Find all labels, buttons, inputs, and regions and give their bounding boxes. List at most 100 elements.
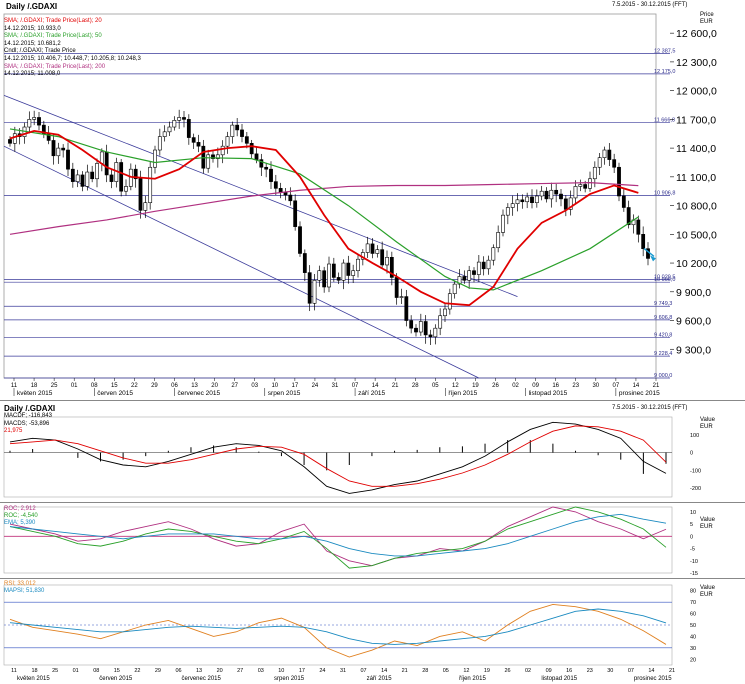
candle-body[interactable] <box>211 154 215 159</box>
candle-body[interactable] <box>196 142 201 147</box>
candle-body[interactable] <box>510 203 515 208</box>
roc-chart-svg[interactable]: 10 5 0 -5 -10 -15 <box>0 503 745 577</box>
candle-body[interactable] <box>288 194 293 202</box>
candle-body[interactable] <box>462 276 467 281</box>
rsi-chart-svg[interactable]: 80 70 60 50 40 30 20 11 18 25 01 08 15 22 29 06 13 20 27 03… <box>0 579 745 684</box>
candle-body[interactable] <box>496 232 501 249</box>
candle-body[interactable] <box>148 166 153 204</box>
candle-body[interactable] <box>249 143 254 155</box>
candle-body[interactable] <box>433 327 438 338</box>
candle-body[interactable] <box>341 262 346 281</box>
candle-body[interactable] <box>75 174 80 182</box>
candle-body[interactable] <box>447 293 452 310</box>
candle-body[interactable] <box>520 199 525 203</box>
candle-body[interactable] <box>215 154 220 159</box>
candle-body[interactable] <box>568 197 573 210</box>
candle-body[interactable] <box>225 136 230 147</box>
candle-body[interactable] <box>12 133 17 144</box>
candle-body[interactable] <box>133 168 138 180</box>
candle-body[interactable] <box>385 257 389 266</box>
candle-body[interactable] <box>414 327 418 333</box>
candle-body[interactable] <box>331 263 336 278</box>
candle-body[interactable] <box>452 283 457 295</box>
candle-body[interactable] <box>423 321 428 336</box>
candle-body[interactable] <box>177 117 182 121</box>
rsi-line[interactable] <box>9 603 667 658</box>
candle-body[interactable] <box>61 147 66 151</box>
candle-body[interactable] <box>99 151 104 164</box>
candle-body[interactable] <box>240 129 244 137</box>
candle-body[interactable] <box>37 117 41 126</box>
candle-body[interactable] <box>602 149 607 158</box>
candle-body[interactable] <box>119 162 124 192</box>
candle-body[interactable] <box>157 136 162 151</box>
candle-body[interactable] <box>327 263 331 288</box>
candle-body[interactable] <box>109 174 114 182</box>
candle-body[interactable] <box>578 184 583 187</box>
candle-body[interactable] <box>356 258 360 272</box>
candle-body[interactable] <box>293 200 298 227</box>
candle-body[interactable] <box>636 219 641 235</box>
candle-body[interactable] <box>172 120 177 128</box>
candle-body[interactable] <box>438 315 443 329</box>
candle-body[interactable] <box>641 234 646 249</box>
candle-body[interactable] <box>375 249 380 254</box>
candle-body[interactable] <box>607 149 612 160</box>
candle-body[interactable] <box>124 186 128 192</box>
candle-body[interactable] <box>336 277 341 281</box>
candle-body[interactable] <box>307 272 312 304</box>
candle-body[interactable] <box>380 249 385 266</box>
candle-body[interactable] <box>186 119 191 138</box>
candle-body[interactable] <box>322 270 327 288</box>
candle-body[interactable] <box>389 257 394 278</box>
candle-body[interactable] <box>539 190 544 197</box>
candle-body[interactable] <box>583 184 588 189</box>
candle-body[interactable] <box>143 202 148 211</box>
candle-body[interactable] <box>418 321 423 333</box>
macdf-line[interactable] <box>9 421 667 494</box>
candle-body[interactable] <box>346 262 351 276</box>
candle-body[interactable] <box>230 124 235 137</box>
candle-body[interactable] <box>515 199 520 204</box>
candle-body[interactable] <box>312 279 317 304</box>
candle-body[interactable] <box>370 243 375 254</box>
roc-line[interactable] <box>9 506 667 567</box>
candle-body[interactable] <box>80 174 85 187</box>
candle-body[interactable] <box>70 168 75 182</box>
candle-body[interactable] <box>559 193 563 200</box>
candle-body[interactable] <box>66 149 70 170</box>
sma200-line[interactable] <box>9 181 639 235</box>
candle-body[interactable] <box>182 117 186 120</box>
candle-body[interactable] <box>104 151 109 176</box>
candle-body[interactable] <box>351 270 356 276</box>
candle-body[interactable] <box>56 147 61 157</box>
mapsi-line[interactable] <box>9 608 667 645</box>
candle-body[interactable] <box>525 196 530 203</box>
candle-body[interactable] <box>85 171 90 187</box>
candle-body[interactable] <box>486 259 491 270</box>
candle-body[interactable] <box>409 320 414 329</box>
candle-body[interactable] <box>8 139 12 144</box>
candle-body[interactable] <box>302 253 307 273</box>
candle-body[interactable] <box>365 243 370 253</box>
candle-body[interactable] <box>467 270 472 281</box>
candle-body[interactable] <box>597 157 602 168</box>
candle-body[interactable] <box>273 181 278 189</box>
candle-body[interactable] <box>491 247 496 261</box>
ema-line[interactable] <box>9 513 667 557</box>
roc-line[interactable] <box>9 506 667 569</box>
candle-body[interactable] <box>394 277 399 298</box>
candle-body[interactable] <box>220 145 225 156</box>
candle-body[interactable] <box>481 261 486 270</box>
candle-body[interactable] <box>191 137 196 143</box>
candle-body[interactable] <box>457 276 462 285</box>
sma50-line[interactable] <box>9 128 639 291</box>
price-chart-svg[interactable]: 12 387,5 12 175,0 11 666,8 10 906,8 10 029,5… <box>0 0 745 398</box>
candle-body[interactable] <box>298 226 302 254</box>
candle-body[interactable] <box>269 168 273 182</box>
candle-body[interactable] <box>153 149 157 168</box>
candle-body[interactable] <box>95 163 99 180</box>
candle-body[interactable] <box>244 136 249 144</box>
candle-body[interactable] <box>592 166 597 180</box>
macd-chart-svg[interactable]: 100 0 -100 -200 <box>0 401 745 501</box>
